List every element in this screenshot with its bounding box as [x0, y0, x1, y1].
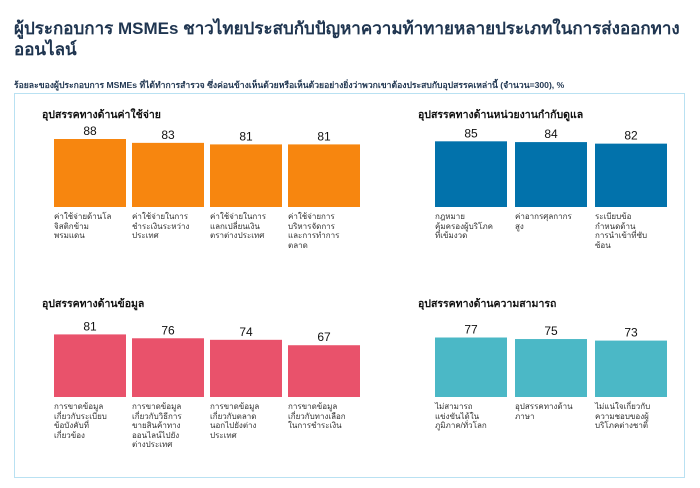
- page-title: ผู้ประกอบการ MSMEs ชาวไทยประสบกับปัญหาคว…: [14, 19, 680, 59]
- category-label: ค่าใช้จ่ายด้านโลจิสติกข้ามพรมแดน: [54, 212, 112, 241]
- category-label: ไม่แน่ใจเกี่ยวกับความชอบของผู้บริโภคต่าง…: [595, 402, 651, 431]
- category-label: ค่าใช้จ่ายในการชำระเงินระหว่างประเทศ: [132, 212, 190, 241]
- category-label: ค่าอากรศุลกากรสูง: [515, 212, 572, 231]
- category-label: อุปสรรคทางด้านภาษา: [515, 402, 573, 421]
- category-label: ค่าใช้จ่ายการบริหารจัดการและการทำการตลาด: [288, 212, 340, 250]
- category-label: ระเบียบข้อกำหนดด้านการนำเข้าที่ซับซ้อน: [595, 212, 648, 250]
- charts-frame: [14, 93, 685, 478]
- panel-title: อุปสรรคทางด้านความสามารถ: [418, 298, 557, 310]
- category-label: การขาดข้อมูลเกี่ยวกับทางเลือกในการชำระเง…: [288, 402, 346, 431]
- category-label: ค่าใช้จ่ายในการแลกเปลี่ยนเงินตราต่างประเ…: [210, 212, 267, 241]
- category-label: การขาดข้อมูลเกี่ยวกับระเบียบข้อบังคับที่…: [54, 402, 107, 440]
- panel-title: อุปสรรคทางด้านหน่วยงานกำกับดูแล: [418, 109, 584, 121]
- category-label: กฎหมายคุ้มครองผู้บริโภคที่เข้มงวด: [435, 212, 493, 241]
- category-label: การขาดข้อมูลเกี่ยวกับตลาดนอกไปยังต่างประ…: [210, 402, 260, 440]
- category-label: ไม่สามารถแข่งขันได้ในภูมิภาค/ทั่วโลก: [435, 402, 487, 431]
- category-label: การขาดข้อมูลเกี่ยวกับวิธีการขายสินค้าทาง…: [132, 402, 182, 450]
- page-subtitle: ร้อยละของผู้ประกอบการ MSMEs ที่ได้ทำการส…: [14, 80, 565, 90]
- panel-title: อุปสรรคทางด้านค่าใช้จ่าย: [42, 109, 161, 121]
- panel-title: อุปสรรคทางด้านข้อมูล: [42, 298, 145, 310]
